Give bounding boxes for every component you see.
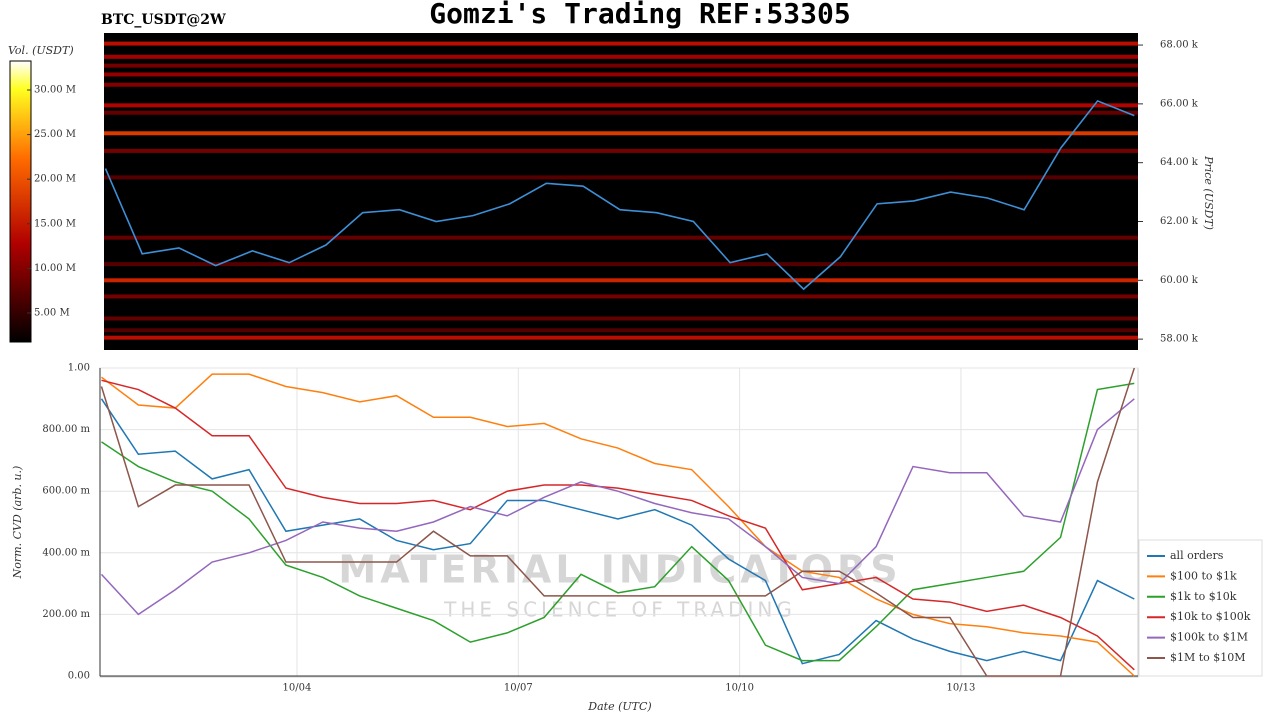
- volume-band: [104, 262, 1138, 267]
- lines: [100, 368, 1136, 677]
- y-tick-label: 58.00 k: [1160, 334, 1199, 345]
- heatmap-bg: [104, 33, 1138, 350]
- volume-band: [104, 316, 1138, 321]
- colorbar: [9, 60, 32, 343]
- legend-label: $10k to $100k: [1170, 610, 1251, 623]
- plot-bg: [99, 367, 1139, 678]
- chart-title: Gomzi's Trading REF:53305: [429, 0, 850, 30]
- cvd-line: [100, 398, 1135, 665]
- volume-band: [104, 131, 1138, 136]
- x-tick-label: 10/13: [947, 683, 976, 694]
- legend-label: $1M to $10M: [1170, 651, 1246, 664]
- y-tick-label: 200.00 m: [42, 609, 90, 620]
- y-tick-label: 62.00 k: [1160, 216, 1199, 227]
- subtitle: BTC_USDT@2W: [101, 12, 226, 28]
- cvd-line: [100, 398, 1135, 616]
- cvd-line: [101, 382, 1135, 662]
- y-tick-label: 0.00: [68, 671, 90, 682]
- volume-band: [104, 235, 1138, 240]
- volume-band: [104, 54, 1138, 59]
- x-tick-label: 10/04: [283, 683, 312, 694]
- x-axis-label: Date (UTC): [587, 700, 651, 713]
- y-tick-label: 600.00 m: [42, 486, 90, 497]
- y-axis-label: Price (USDT): [1202, 155, 1215, 230]
- watermark: MATERIAL INDICATORS: [338, 548, 901, 592]
- colorbar-tick-label: 15.00 M: [34, 218, 76, 229]
- volume-band: [104, 328, 1138, 333]
- volume-band: [104, 278, 1138, 283]
- y-tick-label: 60.00 k: [1160, 275, 1199, 286]
- legend: [1138, 539, 1263, 677]
- legend-label: $1k to $10k: [1170, 590, 1237, 603]
- colorbar-label: Vol. (USDT): [8, 44, 74, 57]
- price-line: [104, 99, 1135, 291]
- y-tick-label: 68.00 k: [1160, 40, 1199, 51]
- cvd-line: [101, 373, 1135, 677]
- y-tick-label: 1.00: [68, 363, 90, 374]
- colorbar-tick-label: 10.00 M: [34, 263, 76, 274]
- volume-band: [104, 335, 1138, 340]
- colorbar-tick-label: 30.00 M: [34, 84, 76, 95]
- volume-band: [104, 82, 1138, 87]
- legend-label: $100 to $1k: [1170, 569, 1237, 582]
- watermark: THE SCIENCE OF TRADING: [443, 598, 796, 622]
- volume-band: [104, 63, 1138, 68]
- colorbar-tick-label: 25.00 M: [34, 129, 76, 140]
- legend-label: all orders: [1170, 549, 1224, 562]
- volume-band: [104, 41, 1138, 46]
- y-tick-label: 400.00 m: [42, 547, 90, 558]
- volume-band: [104, 110, 1138, 115]
- volume-band: [104, 103, 1138, 108]
- y-tick-label: 800.00 m: [42, 424, 90, 435]
- heatmap: [104, 41, 1138, 340]
- volume-band: [104, 294, 1138, 299]
- y-tick-label: 64.00 k: [1160, 157, 1199, 168]
- y-tick-label: 66.00 k: [1160, 98, 1199, 109]
- volume-band: [104, 148, 1138, 153]
- x-tick-label: 10/07: [504, 683, 533, 694]
- colorbar-tick-label: 20.00 M: [34, 174, 76, 185]
- cvd-line: [100, 368, 1136, 677]
- volume-band: [104, 72, 1138, 77]
- x-tick-label: 10/10: [725, 683, 754, 694]
- cvd-line: [101, 379, 1135, 671]
- colorbar-tick-label: 5.00 M: [34, 308, 70, 319]
- y-axis-label: Norm. CVD (arb. u.): [11, 466, 24, 580]
- volume-band: [104, 175, 1138, 180]
- legend-label: $100k to $1M: [1170, 631, 1248, 644]
